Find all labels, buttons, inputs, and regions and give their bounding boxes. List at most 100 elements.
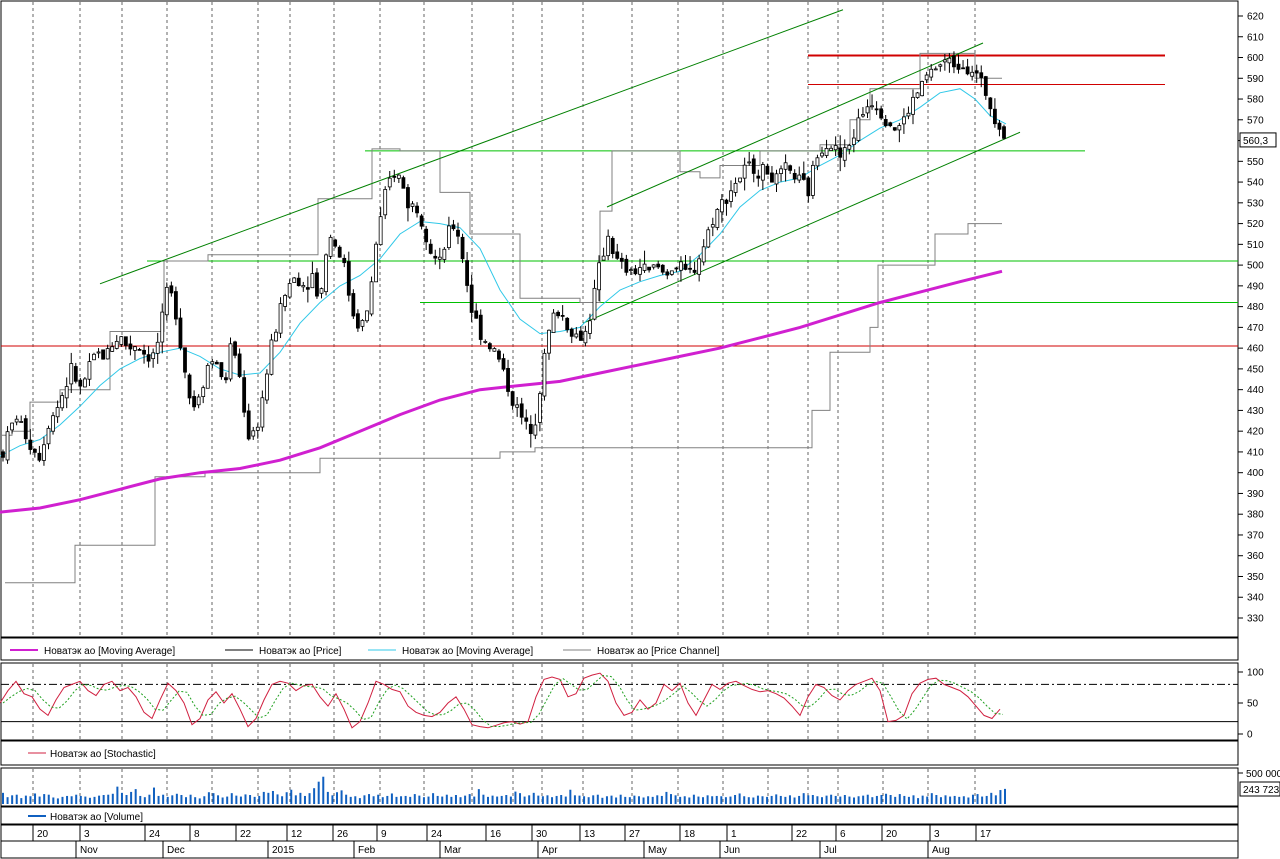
candle-body [37, 452, 42, 461]
volume-panel[interactable] [0, 767, 1239, 807]
volume-bar [720, 796, 723, 804]
volume-bar [578, 795, 581, 804]
month-label: Aug [932, 845, 950, 856]
volume-bar [912, 795, 915, 804]
candle-body [697, 258, 702, 275]
volume-bar [853, 797, 856, 804]
volume-bar [386, 795, 389, 804]
volume-bar [432, 793, 435, 804]
candle-body [437, 256, 442, 260]
legend-label: Новатэк ао [Moving Average] [402, 646, 533, 657]
volume-bar [88, 797, 91, 804]
candle-body [888, 122, 893, 127]
volume-bar [381, 797, 384, 804]
volume-bar [734, 795, 737, 804]
y-tick-label: 430 [1247, 406, 1264, 417]
candle-body [583, 330, 588, 344]
volume-bar [308, 793, 311, 804]
volume-bar [217, 795, 220, 804]
y-tick-label: 360 [1247, 551, 1264, 562]
candle-body [751, 158, 756, 174]
volume-bar [756, 795, 759, 804]
volume-bar [724, 797, 727, 804]
trendline [582, 131, 1021, 324]
candle-body [820, 152, 824, 157]
volume-bar [450, 796, 453, 804]
candle-body [69, 363, 74, 385]
horizontal-levels [1, 54, 1238, 347]
candle-body [23, 418, 28, 440]
y-tick-label: 370 [1247, 530, 1264, 541]
volume-bar [70, 796, 73, 804]
month-label: Nov [80, 845, 98, 856]
candle-body [333, 239, 338, 247]
candle-body [137, 349, 142, 351]
month-label: Mar [444, 845, 462, 856]
volume-bar [839, 796, 842, 804]
candle-body [506, 368, 510, 392]
legend-label: Новатэк ао [Stochastic] [50, 749, 156, 760]
volume-bar [816, 796, 819, 804]
volume-bar [596, 794, 599, 804]
trendline [99, 9, 844, 285]
candle-body [260, 397, 265, 428]
y-tick-label: 590 [1247, 74, 1264, 85]
volume-bar [770, 795, 773, 804]
candle-body [906, 112, 911, 117]
candle-body [283, 295, 288, 307]
day-label: 26 [337, 829, 349, 840]
candle-body [305, 287, 310, 290]
volume-bar [967, 797, 970, 804]
volume-bar [573, 795, 576, 804]
volume-bar [139, 795, 142, 804]
candle-body [533, 424, 538, 436]
candle-body [651, 264, 656, 268]
candle-body [665, 271, 670, 276]
candle-body [183, 347, 187, 373]
y-tick-label: 470 [1247, 323, 1264, 334]
candle-body [933, 68, 938, 71]
stochastic-legend: Новатэк ао [Stochastic] [28, 749, 156, 760]
candle-body [929, 68, 934, 78]
candle-body [196, 396, 201, 406]
candle-body [374, 243, 379, 283]
candle-body [993, 108, 997, 125]
month-label: Feb [358, 845, 376, 856]
volume-bar [894, 796, 897, 804]
candle-body [205, 365, 210, 389]
volume-bar [75, 794, 78, 804]
candle-body [924, 74, 929, 81]
volume-bar [592, 795, 595, 804]
day-label: 20 [886, 829, 898, 840]
candle-body [32, 448, 37, 453]
volume-bar [358, 798, 361, 804]
candle-body [724, 199, 729, 204]
volume-bar [125, 795, 128, 804]
y-tick-label: 340 [1247, 593, 1264, 604]
volume-bar [747, 797, 750, 804]
candle-body [228, 343, 233, 380]
volume-bar [605, 796, 608, 804]
candle-body [883, 119, 888, 127]
volume-bar [546, 795, 549, 804]
candle-body [902, 116, 906, 125]
price-panel[interactable] [0, 0, 1239, 638]
volume-legend-frame [0, 806, 1239, 825]
volume-bar [637, 796, 640, 804]
candle-body [210, 361, 215, 365]
candle-body [310, 273, 315, 289]
candle-body [424, 228, 429, 243]
candle-body [633, 268, 638, 275]
candle-body [510, 391, 515, 406]
candle-body [710, 224, 715, 228]
stochastic-gridlines [32, 664, 976, 739]
month-label: Jun [724, 845, 740, 856]
volume-bar [185, 797, 188, 804]
volume-bar [651, 796, 654, 804]
candle-body [173, 291, 178, 320]
stochastic-panel[interactable] [0, 662, 1239, 741]
candle-body [619, 257, 624, 262]
candle-body [219, 362, 224, 378]
candle-body [155, 341, 160, 354]
candle-body [1, 451, 5, 458]
